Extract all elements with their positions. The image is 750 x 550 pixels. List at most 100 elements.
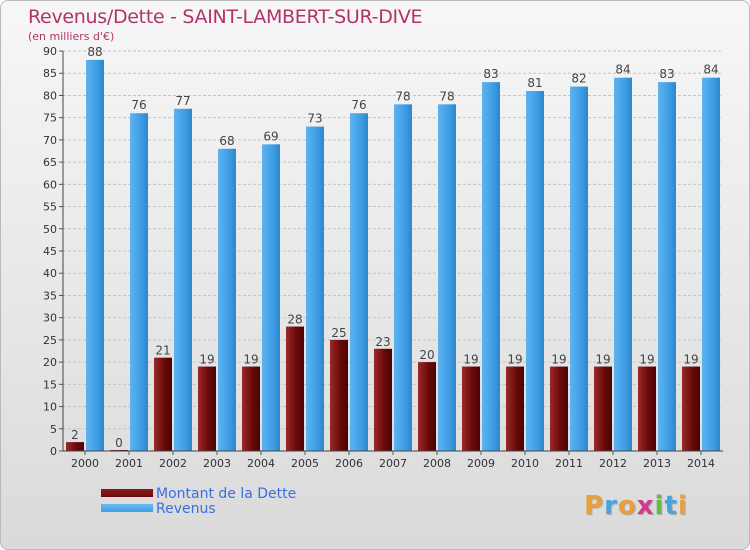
debt-value-label: 20 <box>419 348 434 362</box>
y-tick-label: 20 <box>43 356 57 369</box>
logo-letter: i <box>677 491 688 521</box>
revenus-value-label: 81 <box>527 76 542 90</box>
debt-bar <box>506 366 524 451</box>
debt-value-label: 19 <box>551 353 566 367</box>
revenus-bar <box>306 126 324 452</box>
revenus-bar <box>526 91 544 451</box>
revenus-value-label: 84 <box>615 63 630 77</box>
debt-value-label: 28 <box>287 313 302 327</box>
logo-letter: r <box>604 491 618 521</box>
revenus-value-label: 78 <box>395 89 410 103</box>
revenus-value-label: 83 <box>659 67 674 81</box>
revenus-value-label: 83 <box>483 67 498 81</box>
revenus-value-label: 73 <box>307 112 322 126</box>
logo-letter: o <box>617 491 637 521</box>
debt-value-label: 23 <box>375 335 390 349</box>
legend-swatch-debt <box>101 489 153 497</box>
debt-bar <box>374 348 392 451</box>
debt-value-label: 25 <box>331 326 346 340</box>
revenus-value-label: 77 <box>175 94 190 108</box>
x-tick-label: 2000 <box>71 457 99 470</box>
debt-value-label: 19 <box>683 353 698 367</box>
debt-bar <box>198 366 216 451</box>
debt-value-label: 19 <box>463 353 478 367</box>
y-tick-label: 40 <box>43 267 57 280</box>
y-tick-label: 75 <box>43 112 57 125</box>
debt-value-label: 2 <box>71 428 79 442</box>
debt-bar <box>66 442 84 451</box>
x-tick-label: 2008 <box>423 457 451 470</box>
x-tick-label: 2004 <box>247 457 275 470</box>
data-labels: 2 88 0 76 21 77 19 68 19 69 28 73 25 76 23 78 20 78 19 83 19… <box>71 45 718 450</box>
revenus-bar <box>174 108 192 452</box>
x-tick-label: 2010 <box>511 457 539 470</box>
revenus-bar <box>482 82 500 451</box>
logo-letter: P <box>584 491 605 521</box>
legend-swatch-revenus <box>101 504 153 512</box>
debt-bar <box>638 366 656 451</box>
x-tick-label: 2002 <box>159 457 187 470</box>
debt-bar <box>594 366 612 451</box>
y-tick-label: 25 <box>43 334 57 347</box>
chart-title: Revenus/Dette - SAINT-LAMBERT-SUR-DIVE <box>28 6 423 28</box>
revenus-value-label: 88 <box>87 45 102 59</box>
y-tick-label: 5 <box>50 423 57 436</box>
y-tick-label: 45 <box>43 245 57 258</box>
y-tick-label: 65 <box>43 156 57 169</box>
x-tick-label: 2009 <box>467 457 495 470</box>
x-tick-label: 2006 <box>335 457 363 470</box>
y-tick-label: 85 <box>43 67 57 80</box>
grid-lines <box>63 50 723 452</box>
logo-letter: i <box>654 491 665 521</box>
bars <box>66 59 720 452</box>
x-tick-label: 2014 <box>687 457 715 470</box>
revenus-bar <box>614 77 632 452</box>
debt-value-label: 21 <box>155 344 170 358</box>
revenus-value-label: 68 <box>219 134 234 148</box>
debt-bar <box>286 326 304 451</box>
debt-bar <box>550 366 568 451</box>
debt-bar <box>462 366 480 451</box>
legend-label-revenus: Revenus <box>156 501 216 517</box>
revenus-value-label: 76 <box>351 98 366 112</box>
x-tick-label: 2011 <box>555 457 583 470</box>
debt-value-label: 19 <box>595 353 610 367</box>
x-tick-label: 2007 <box>379 457 407 470</box>
revenus-bar <box>86 59 104 452</box>
debt-bar <box>418 362 436 451</box>
revenus-bar <box>570 86 588 452</box>
debt-value-label: 0 <box>115 436 123 450</box>
debt-value-label: 19 <box>243 353 258 367</box>
debt-value-label: 19 <box>507 353 522 367</box>
debt-bar <box>154 357 172 451</box>
debt-value-label: 19 <box>199 353 214 367</box>
revenus-bar <box>350 113 368 451</box>
y-tick-label: 30 <box>43 312 57 325</box>
y-tick-label: 80 <box>43 89 57 102</box>
revenus-bar <box>438 104 456 451</box>
x-tick-label: 2012 <box>599 457 627 470</box>
y-tick-label: 10 <box>43 401 57 414</box>
revenus-bar <box>394 104 412 451</box>
y-tick-label: 50 <box>43 223 57 236</box>
x-tick-label: 2003 <box>203 457 231 470</box>
debt-bar <box>330 339 348 451</box>
debt-bar <box>682 366 700 451</box>
revenus-bar <box>130 113 148 451</box>
logo-letter: x <box>636 491 655 521</box>
debt-value-label: 19 <box>639 353 654 367</box>
revenus-value-label: 84 <box>703 63 718 77</box>
debt-bar <box>242 366 260 451</box>
revenus-bar <box>702 77 720 452</box>
y-tick-label: 90 <box>43 45 57 58</box>
revenus-value-label: 78 <box>439 89 454 103</box>
revenus-value-label: 82 <box>571 72 586 86</box>
legend-label-debt: Montant de la Dette <box>156 486 297 502</box>
y-tick-label: 60 <box>43 178 57 191</box>
x-tick-label: 2001 <box>115 457 143 470</box>
revenus-value-label: 69 <box>263 129 278 143</box>
axes: 0510152025303540455055606570758085902000… <box>43 45 723 470</box>
x-tick-label: 2005 <box>291 457 319 470</box>
y-tick-label: 70 <box>43 134 57 147</box>
